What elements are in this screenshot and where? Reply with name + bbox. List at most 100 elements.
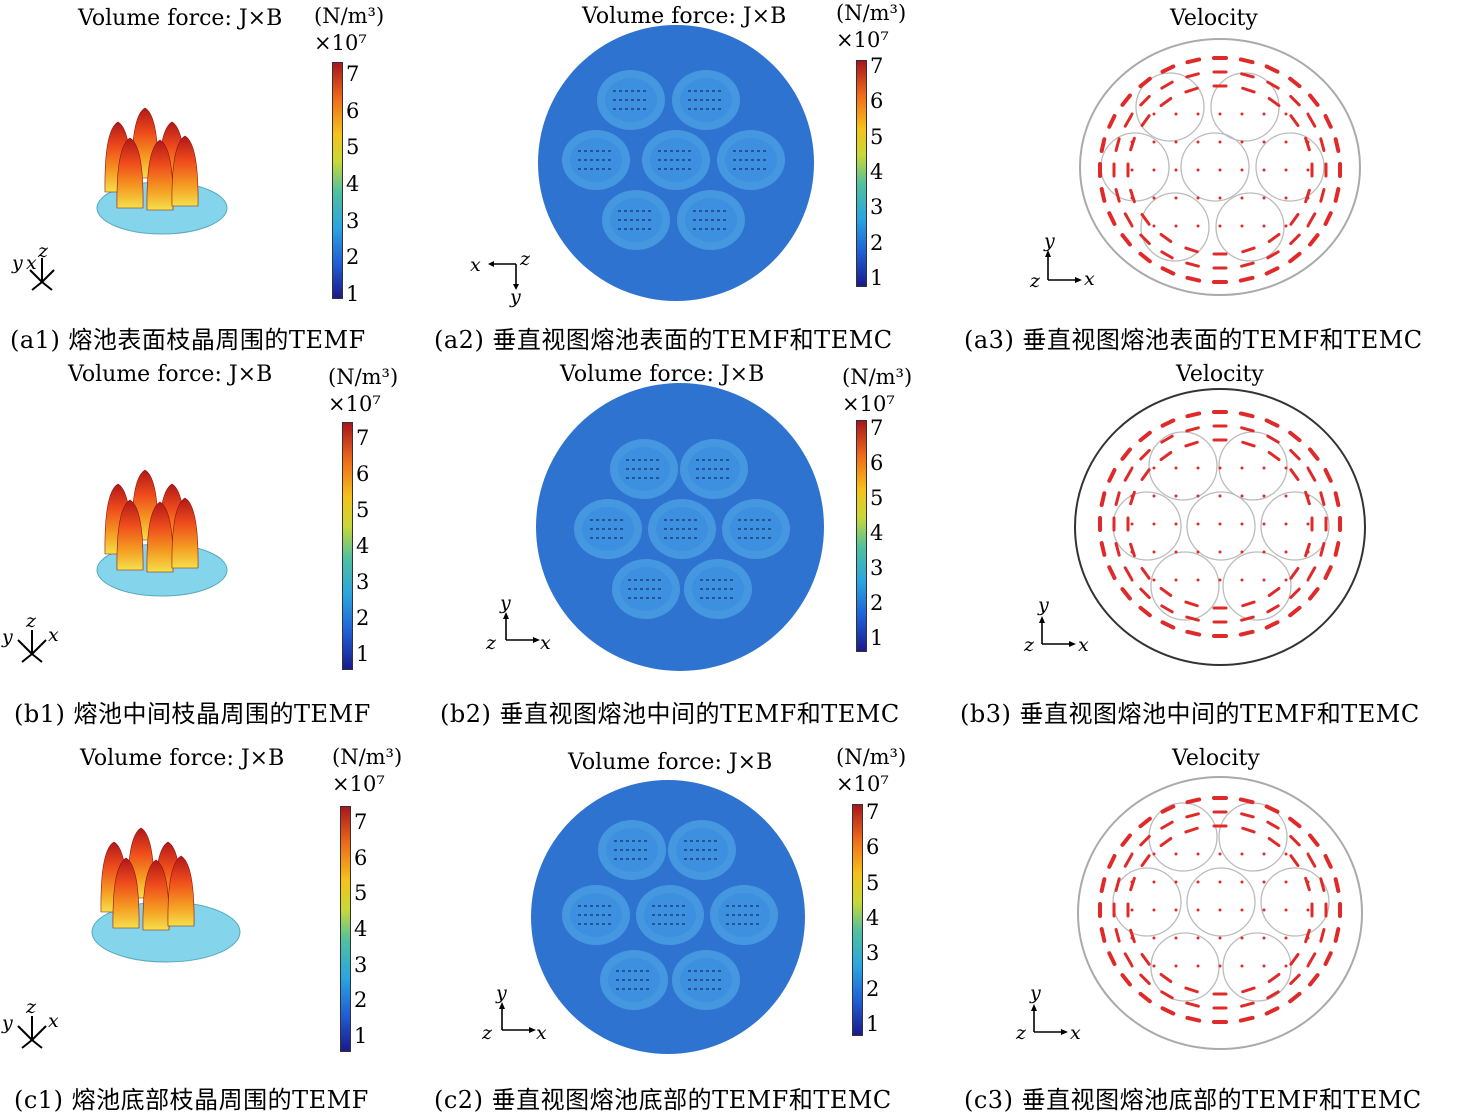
velocity-arrow — [1114, 542, 1121, 557]
velocity-arrow — [1114, 491, 1121, 506]
colorbar-tick-label: 5 — [346, 135, 360, 160]
velocity-arrow — [1308, 233, 1320, 247]
panel-c2-disk — [531, 780, 805, 1054]
velocity-arrow — [1159, 837, 1173, 848]
velocity-dot — [1130, 578, 1134, 582]
velocity-dot — [1196, 936, 1200, 940]
velocity-arrow — [1138, 991, 1152, 1004]
velocity-dot — [1284, 466, 1288, 470]
velocity-arrow — [1185, 275, 1202, 283]
velocity-arrow — [1140, 567, 1151, 580]
velocity-dot — [1284, 964, 1288, 968]
velocity-arrow — [1238, 275, 1255, 283]
panel-c3-caption: (c3) 垂直视图熔池底部的TEMF和TEMC — [964, 1086, 1422, 1114]
velocity-arrow — [1288, 251, 1302, 264]
velocity-arrow — [1120, 973, 1132, 987]
velocity-arrow — [1185, 1015, 1202, 1023]
velocity-arrow — [1138, 76, 1152, 89]
velocity-arrow — [1288, 816, 1302, 829]
pool-cell-outline — [1255, 132, 1325, 202]
velocity-dot — [1196, 964, 1200, 968]
pool-cell-outline — [1215, 192, 1285, 262]
velocity-arrow — [1319, 928, 1326, 943]
panel-a2-axes-triad: x z y — [470, 248, 531, 308]
panel-b2-disk — [536, 383, 824, 671]
colorbar-tick-label: 3 — [346, 208, 360, 233]
velocity-arrow — [1308, 833, 1320, 847]
pool-cell-outline — [1140, 192, 1210, 262]
panel-c3-title: Velocity — [1172, 746, 1260, 771]
colorbar-tick-label: 4 — [870, 160, 884, 184]
velocity-arrow — [1289, 854, 1300, 867]
velocity-arrow — [1123, 854, 1133, 868]
panel-c2-colorbar-ticks: 7 6 5 4 3 2 1 — [866, 800, 886, 1036]
velocity-arrow — [1241, 246, 1256, 254]
velocity-dot — [1174, 112, 1178, 116]
velocity-dot — [1284, 880, 1288, 884]
velocity-arrow — [1123, 212, 1133, 226]
velocity-arrows — [1098, 56, 1342, 284]
colorbar-tick-label: 2 — [354, 988, 368, 1013]
velocity-arrow — [1160, 604, 1174, 614]
velocity-arrow — [1140, 854, 1151, 867]
velocity-arrow — [1289, 94, 1301, 107]
velocity-arrow — [1114, 877, 1121, 892]
velocity-dot — [1262, 494, 1266, 498]
velocity-dot — [1240, 168, 1244, 172]
velocity-arrow — [1288, 430, 1302, 443]
velocity-arrow — [1266, 820, 1280, 830]
velocity-dot — [1152, 578, 1156, 582]
velocity-arrow — [1107, 565, 1117, 581]
dendrite-cone — [116, 137, 144, 209]
panel-b1-colorbar-ticks: 7 6 5 4 3 2 1 — [356, 426, 376, 666]
velocity-arrow — [1288, 991, 1302, 1004]
velocity-arrow — [1159, 586, 1173, 597]
velocity-dot — [1196, 908, 1200, 912]
velocity-dot — [1218, 140, 1222, 144]
velocity-dot — [1306, 522, 1310, 526]
velocity-dot — [1174, 196, 1178, 200]
dendrite-cone — [112, 857, 140, 929]
velocity-arrow — [1139, 94, 1151, 107]
velocity-arrow — [1289, 448, 1301, 461]
velocity-dot — [1262, 466, 1266, 470]
velocity-dot — [1174, 494, 1178, 498]
velocity-arrow — [1120, 93, 1132, 107]
velocity-arrow — [1160, 1006, 1176, 1016]
velocity-dot — [1218, 112, 1222, 116]
velocity-arrow — [1267, 972, 1281, 983]
velocity-dot — [1240, 466, 1244, 470]
velocity-arrow — [1139, 834, 1151, 847]
velocity-dot — [1152, 522, 1156, 526]
velocity-arrow — [1264, 418, 1280, 428]
velocity-dot — [1284, 112, 1288, 116]
colorbar-tick-label: 6 — [870, 89, 884, 114]
panel-a1-caption: (a1) 熔池表面枝晶周围的TEMF — [10, 326, 366, 354]
velocity-dot — [1262, 550, 1266, 554]
velocity-arrow — [1160, 620, 1176, 630]
velocity-arrow — [1184, 86, 1199, 94]
velocity-arrow — [1238, 1015, 1255, 1023]
velocity-arrow — [1289, 468, 1300, 481]
velocity-arrow — [1304, 490, 1311, 506]
velocity-dot — [1152, 168, 1156, 172]
velocity-arrow — [1333, 541, 1341, 557]
velocity-dot — [1196, 168, 1200, 172]
velocity-arrow — [1139, 973, 1151, 986]
velocity-dot — [1174, 880, 1178, 884]
velocity-arrow — [1185, 797, 1202, 805]
pool-cell-outline — [1260, 867, 1330, 937]
velocity-dot — [1218, 522, 1222, 526]
velocity-arrow — [1138, 251, 1152, 264]
velocity-dot — [1262, 936, 1266, 940]
velocity-arrow — [1107, 467, 1117, 483]
colorbar-tick-label: 6 — [870, 451, 884, 475]
velocity-arrow — [1185, 261, 1200, 268]
panel-b2-colorbar-ticks: 7 6 5 4 3 2 1 — [870, 416, 890, 650]
velocity-arrow — [1138, 605, 1152, 618]
velocity-dot — [1284, 196, 1288, 200]
velocity-arrow — [1120, 587, 1132, 601]
velocity-dot — [1262, 224, 1266, 228]
velocity-arrow — [1185, 411, 1202, 419]
velocity-dot — [1240, 936, 1244, 940]
